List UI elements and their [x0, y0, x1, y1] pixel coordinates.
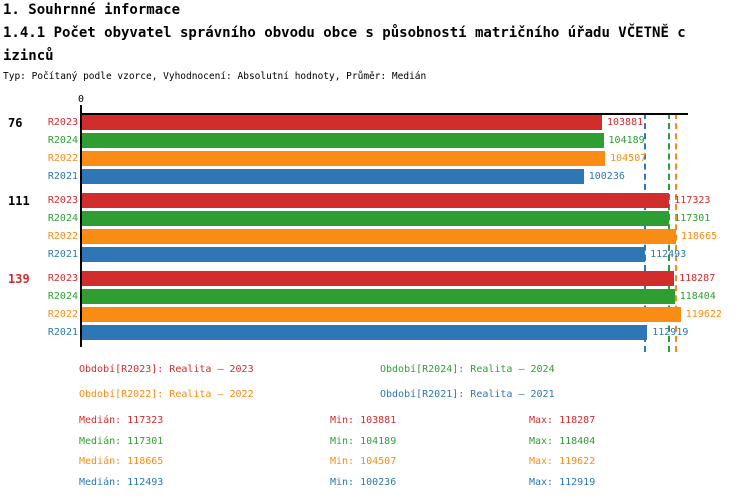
bar-value-label: 118404 — [679, 291, 716, 302]
series-label: R2023 — [47, 273, 78, 284]
bar — [82, 169, 584, 184]
series-label: R2023 — [47, 195, 78, 206]
bar-value-label: 104189 — [608, 135, 645, 146]
bar — [82, 115, 602, 130]
bar-value-label: 112493 — [650, 249, 687, 260]
chart-subtitle-line2: izinců — [3, 48, 54, 64]
stat-min-R2022: Min: 104507 — [330, 456, 397, 467]
stat-max-R2021: Max: 112919 — [529, 477, 596, 488]
series-label: R2021 — [47, 249, 78, 260]
bar — [82, 289, 675, 304]
stat-min-R2023: Min: 103881 — [330, 415, 397, 426]
series-label: R2024 — [47, 291, 78, 302]
group-label: 76 — [8, 116, 23, 130]
series-label: R2024 — [47, 135, 78, 146]
bar-value-label: 119622 — [685, 309, 722, 320]
page-title: 1. Souhrnné informace — [3, 2, 181, 18]
bar-value-label: 100236 — [588, 171, 625, 182]
category-axis-line — [80, 113, 82, 347]
bar — [82, 211, 670, 226]
stat-median-R2023: Medián: 117323 — [79, 415, 164, 426]
value-axis-origin-tick — [80, 105, 82, 113]
bar — [82, 133, 604, 148]
bar-value-label: 118287 — [679, 273, 716, 284]
bar-value-label: 112919 — [652, 327, 689, 338]
stat-min-R2024: Min: 104189 — [330, 436, 397, 447]
bar — [82, 307, 681, 322]
bar — [82, 151, 606, 166]
value-axis-line — [80, 113, 688, 115]
series-label: R2023 — [47, 117, 78, 128]
series-label: R2022 — [47, 231, 78, 242]
bar — [82, 247, 646, 262]
bar-value-label: 104507 — [610, 153, 647, 164]
stat-min-R2021: Min: 100236 — [330, 477, 397, 488]
median-line-R2022 — [675, 113, 677, 352]
stat-median-R2021: Medián: 112493 — [79, 477, 164, 488]
series-label: R2022 — [47, 153, 78, 164]
stat-max-R2023: Max: 118287 — [529, 415, 596, 426]
stat-max-R2024: Max: 118404 — [529, 436, 596, 447]
series-label: R2024 — [47, 213, 78, 224]
bar — [82, 229, 676, 244]
bar-value-label: 117301 — [674, 213, 711, 224]
stat-median-R2024: Medián: 117301 — [79, 436, 164, 447]
bar — [82, 271, 675, 286]
group-label: 111 — [8, 194, 30, 208]
series-label: R2021 — [47, 171, 78, 182]
bar-value-label: 103881 — [606, 117, 644, 128]
series-label: R2021 — [47, 327, 78, 338]
chart-meta-line: Typ: Počítaný podle vzorce, Vyhodnocení:… — [3, 71, 427, 82]
legend-item-R2023: Období[R2023]: Realita – 2023 — [79, 364, 254, 375]
series-label: R2022 — [47, 309, 78, 320]
bar-value-label: 118665 — [681, 231, 718, 242]
stat-max-R2022: Max: 119622 — [529, 456, 596, 467]
legend-item-R2022: Období[R2022]: Realita – 2022 — [79, 389, 254, 400]
value-axis-origin-label: 0 — [77, 94, 85, 105]
group-label: 139 — [8, 272, 30, 286]
bar-value-label: 117323 — [674, 195, 711, 206]
stat-median-R2022: Medián: 118665 — [79, 456, 164, 467]
bar — [82, 193, 670, 208]
legend-item-R2021: Období[R2021]: Realita – 2021 — [380, 389, 555, 400]
legend-item-R2024: Období[R2024]: Realita – 2024 — [380, 364, 555, 375]
bar — [82, 325, 648, 340]
chart-subtitle-line1: 1.4.1 Počet obyvatel správního obvodu ob… — [3, 25, 686, 41]
